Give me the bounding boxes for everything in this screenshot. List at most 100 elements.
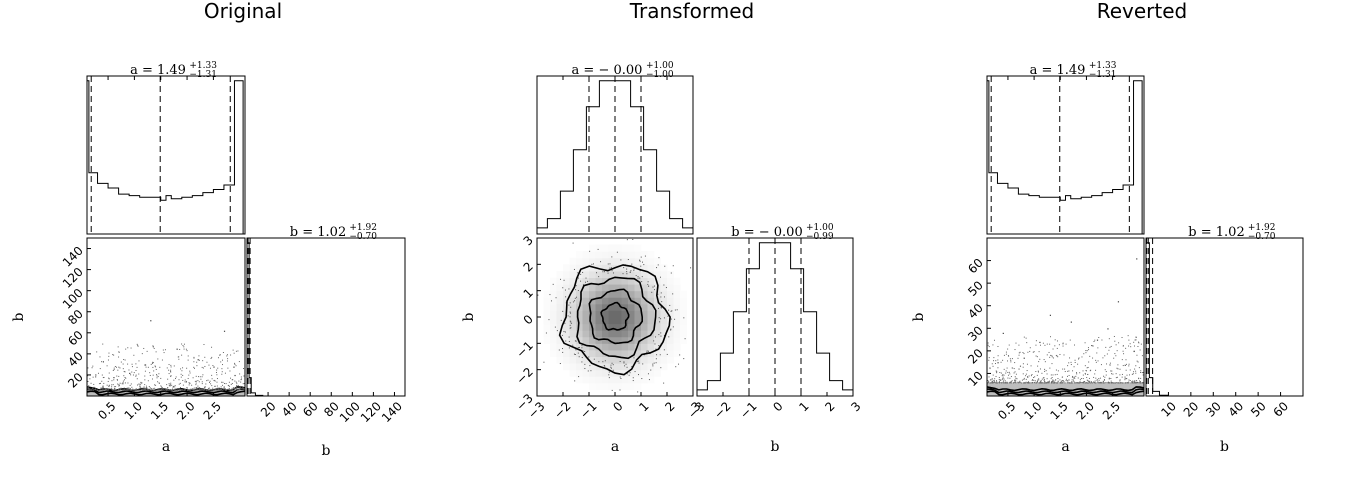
- b-x-tick-label: 2: [822, 399, 837, 414]
- outlier-point-3: [1107, 328, 1109, 330]
- b-x-tick-label: 30: [1203, 399, 1224, 420]
- band-contour-1: [87, 388, 245, 394]
- quantile-minus: −1.00: [646, 70, 674, 80]
- b-y-tick-label: 1: [521, 286, 536, 301]
- b-y-tick-label: 0: [521, 312, 536, 327]
- quantile-title-prefix: a =: [572, 63, 599, 78]
- a-tick-label: −2: [551, 399, 573, 421]
- outlier-point-7: [1117, 301, 1120, 303]
- quantile-title-prefix: a =: [1030, 63, 1057, 78]
- a-tick-label: 2.0: [1074, 399, 1097, 422]
- outlier-point-1: [144, 364, 147, 366]
- quantile-minus: −0.99: [806, 232, 834, 242]
- a-tick-label: 1.0: [122, 399, 145, 422]
- x-axis-label-b: b: [771, 439, 780, 455]
- quantile-title-prefix: a =: [130, 63, 157, 78]
- a-tick-label: 1.5: [1047, 399, 1070, 422]
- hist-b-frame: [1145, 237, 1304, 397]
- outlier-point-4: [1133, 350, 1135, 353]
- b-y-tick-label: 40: [965, 301, 986, 322]
- quantile-title: a = − 0.00: [572, 63, 643, 78]
- quantile-title-prefix: b =: [290, 225, 317, 240]
- a-tick-label: −1: [577, 399, 599, 421]
- a-tick-label: 0.5: [995, 399, 1018, 422]
- band-contour-1: [987, 388, 1144, 394]
- quantile-minus: −0.70: [1248, 232, 1276, 242]
- b-x-tick-label: 10: [1158, 399, 1179, 420]
- b-x-tick-label: 40: [1226, 399, 1247, 420]
- hist-b-steps: [1145, 242, 1303, 397]
- a-tick-label: 1.5: [148, 399, 171, 422]
- hist-a-frame: [986, 75, 1145, 235]
- quantile-title: b = 1.02: [290, 225, 346, 240]
- quantile-plus: +1.00: [806, 223, 834, 233]
- a-tick-label: 0: [610, 399, 625, 414]
- outlier-point-9: [1096, 339, 1099, 341]
- b-y-tick-label: 10: [965, 368, 986, 389]
- scatter-2d: [537, 238, 692, 393]
- x-axis-label-a: a: [611, 439, 619, 455]
- a-tick-label: 1: [636, 399, 651, 414]
- b-x-tick-label: 20: [1181, 399, 1202, 420]
- band-contour-0: [87, 390, 245, 396]
- outlier-point-8: [113, 377, 115, 379]
- quantile-title-prefix: b =: [1188, 225, 1215, 240]
- b-x-tick-label: 50: [1248, 399, 1269, 420]
- quantile-title-value: 1.02: [317, 225, 346, 240]
- quantile-title: b = − 0.00: [731, 225, 802, 240]
- panel-title: Reverted: [1097, 0, 1188, 23]
- b-y-tick-label: 120: [60, 265, 86, 291]
- b-x-tick-label: 20: [258, 399, 279, 420]
- panel-title: Transformed: [629, 0, 754, 23]
- b-y-tick-label: 50: [965, 278, 986, 299]
- scatter-2d: [987, 258, 1144, 396]
- quantile-plus: +1.92: [349, 223, 377, 233]
- outlier-point-5: [129, 372, 131, 375]
- outlier-point-9: [197, 359, 199, 361]
- outlier-point-3: [213, 366, 215, 368]
- quantile-minus: −1.31: [189, 70, 217, 80]
- quantile-title: a = 1.49: [130, 63, 186, 78]
- quantile-title-value: 1.49: [1056, 63, 1085, 78]
- b-y-tick-label: 20: [65, 370, 86, 391]
- a-tick-label: 1.0: [1021, 399, 1044, 422]
- corner-plot-transformed: Transformed a = − 0.00 +1.00 −1.00 b = − 0.0…: [461, 0, 864, 455]
- outlier-point-2: [1070, 321, 1072, 323]
- b-y-tick-label: 2: [521, 259, 536, 274]
- a-tick-label: 2.0: [174, 399, 197, 422]
- b-x-tick-label: −1: [737, 399, 759, 421]
- hist-a-steps: [86, 80, 244, 234]
- b-x-tick-label: 140: [379, 399, 405, 425]
- hist-a-frame: [86, 75, 246, 235]
- b-x-tick-label: 60: [300, 399, 321, 420]
- quantile-title: b = 1.02: [1188, 225, 1244, 240]
- hist-b-steps: [246, 242, 405, 397]
- quantile-minus: −1.31: [1089, 70, 1117, 80]
- hist-b-frame: [246, 237, 406, 397]
- scatter-2d: [87, 320, 245, 396]
- corner-plot-original: Original a = 1.49 +1.33−1.31 b = 1.02 +1.92−…: [11, 0, 406, 459]
- quantile-minus: −0.70: [349, 232, 377, 242]
- outlier-point-0: [1002, 332, 1004, 334]
- b-x-tick-label: −3: [685, 399, 707, 421]
- x-axis-label-a: a: [1061, 439, 1069, 455]
- b-y-tick-label: 60: [965, 256, 986, 277]
- quantile-title-prefix: b =: [731, 225, 758, 240]
- a-tick-label: 2.5: [201, 399, 224, 422]
- outlier-point-1: [1039, 341, 1041, 344]
- b-y-tick-label: 3: [521, 233, 536, 248]
- contour-3: [558, 264, 671, 376]
- quantile-plus: +1.33: [1089, 61, 1117, 71]
- quantile-title-value: 1.49: [157, 63, 186, 78]
- b-y-tick-label: 20: [965, 346, 986, 367]
- b-x-tick-label: 1: [796, 399, 811, 414]
- b-x-tick-label: 60: [1270, 399, 1291, 420]
- hist-a-steps: [986, 80, 1143, 234]
- b-x-tick-label: 100: [337, 399, 363, 425]
- b-y-tick-label: −1: [514, 338, 536, 360]
- a-tick-label: 2.5: [1100, 399, 1123, 422]
- y-axis-label-b: b: [461, 312, 477, 321]
- panel-title: Original: [204, 0, 282, 23]
